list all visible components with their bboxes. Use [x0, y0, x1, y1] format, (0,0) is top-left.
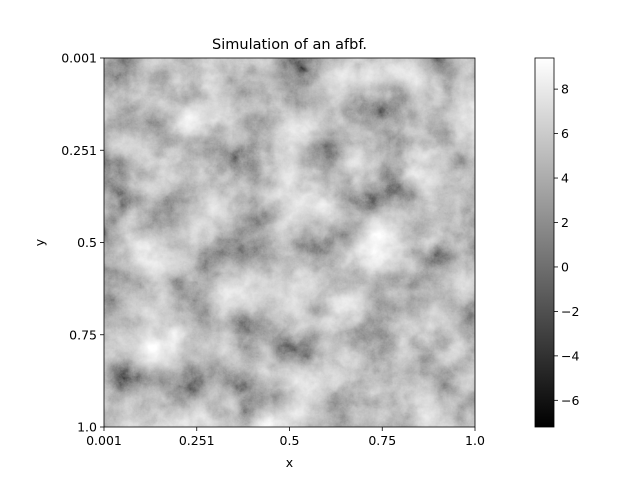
x-tick-label: 0.001	[86, 433, 122, 448]
heatmap-image	[104, 58, 475, 427]
x-tick-label: 0.251	[179, 433, 215, 448]
x-tick-label: 1.0	[465, 433, 485, 448]
y-tick-label: 0.001	[61, 51, 97, 66]
x-tick-label: 0.75	[368, 433, 396, 448]
x-tick-label: 0.5	[280, 433, 300, 448]
colorbar-tick-label: −4	[561, 348, 579, 363]
colorbar-tick-label: 8	[561, 82, 569, 97]
colorbar-tick-label: 2	[561, 215, 569, 230]
y-axis-label: y	[32, 238, 47, 246]
y-tick-label: 1.0	[77, 420, 97, 435]
y-tick-label: 0.75	[69, 327, 97, 342]
colorbar-tick-label: 4	[561, 171, 569, 186]
y-tick-label: 0.5	[77, 235, 97, 250]
colorbar-tick-label: −2	[561, 304, 579, 319]
colorbar	[535, 58, 554, 427]
x-axis-label: x	[286, 455, 293, 470]
colorbar-tick-label: 0	[561, 259, 569, 274]
colorbar-tick-label: 6	[561, 126, 569, 141]
colorbar-frame	[534, 57, 555, 428]
chart-title: Simulation of an afbf.	[212, 37, 367, 53]
y-axis: 0.001 0.251 0.5 0.75 1.0	[61, 51, 104, 435]
colorbar-tick-label: −6	[561, 393, 579, 408]
colorbar-axis: 8 6 4 2 0 −2 −4 −6	[554, 82, 579, 408]
y-tick-label: 0.251	[61, 143, 97, 158]
x-axis: 0.001 0.251 0.5 0.75 1.0	[86, 427, 485, 448]
